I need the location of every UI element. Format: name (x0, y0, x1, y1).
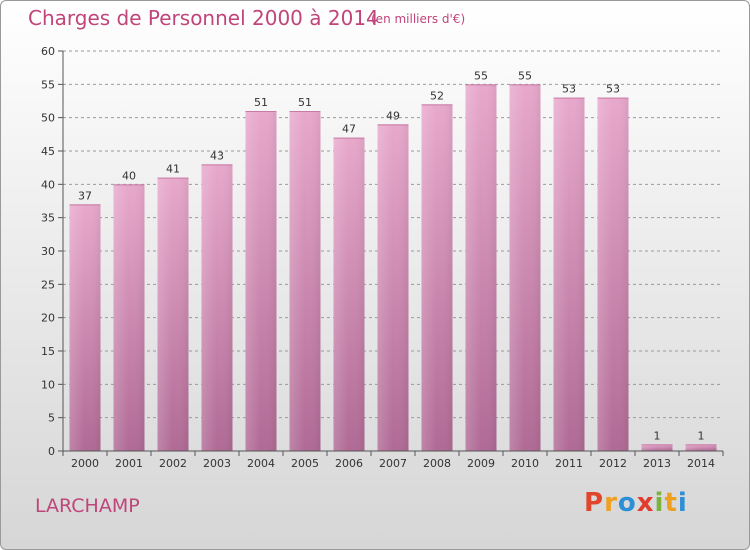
y-tick-label: 15 (41, 345, 55, 358)
y-tick-label: 10 (41, 378, 55, 391)
proxiti-logo: Proxiti (584, 488, 688, 518)
x-tick-label: 2003 (203, 457, 231, 470)
x-tick-label: 2011 (555, 457, 583, 470)
bar-shade (333, 137, 365, 451)
bar-shade (245, 111, 277, 451)
bar-shade (157, 177, 189, 451)
y-tick-label: 40 (41, 178, 55, 191)
x-tick-label: 2007 (379, 457, 407, 470)
y-tick-label: 20 (41, 312, 55, 325)
bar-shade (289, 111, 321, 451)
bar-value-label: 55 (518, 69, 532, 82)
x-tick-label: 2010 (511, 457, 539, 470)
bar-shade (465, 84, 497, 451)
bar-value-label: 49 (386, 109, 400, 122)
bar-shade (685, 444, 717, 451)
x-tick-label: 2013 (643, 457, 671, 470)
bar-shade (641, 444, 673, 451)
logo-letter: t (664, 488, 678, 518)
y-tick-label: 30 (41, 245, 55, 258)
bar-shade (509, 84, 541, 451)
bar-value-label: 55 (474, 69, 488, 82)
bar-value-label: 41 (166, 163, 180, 176)
x-tick-label: 2008 (423, 457, 451, 470)
logo-letter: o (617, 488, 637, 518)
x-tick-label: 2004 (247, 457, 275, 470)
bar-shade (553, 97, 585, 452)
x-tick-label: 2005 (291, 457, 319, 470)
logo-letter: P (584, 488, 605, 518)
bar-value-label: 1 (698, 429, 705, 442)
bar-value-label: 53 (606, 83, 620, 96)
bar-value-label: 53 (562, 83, 576, 96)
y-tick-label: 55 (41, 78, 55, 91)
x-tick-label: 2000 (71, 457, 99, 470)
bar-value-label: 40 (122, 169, 136, 182)
chart-subtitle: (en milliers d'€) (371, 12, 466, 26)
bar-shade (113, 184, 145, 452)
logo-letter: x (636, 488, 655, 518)
logo-letter: i (677, 488, 688, 518)
bar-value-label: 37 (78, 189, 92, 202)
x-tick-label: 2002 (159, 457, 187, 470)
bar-shade (421, 104, 453, 451)
bar-shade (69, 204, 101, 451)
bar-shade (597, 97, 629, 452)
y-tick-label: 35 (41, 212, 55, 225)
x-tick-label: 2001 (115, 457, 143, 470)
bar-shade (377, 124, 409, 451)
x-tick-label: 2009 (467, 457, 495, 470)
bar-value-label: 47 (342, 123, 356, 136)
y-tick-label: 45 (41, 145, 55, 158)
logo-letter: r (604, 488, 618, 518)
bar-value-label: 43 (210, 149, 224, 162)
y-tick-label: 60 (41, 45, 55, 58)
x-tick-label: 2014 (687, 457, 715, 470)
bar-value-label: 1 (654, 429, 661, 442)
bar-value-label: 51 (298, 96, 312, 109)
y-tick-label: 50 (41, 112, 55, 125)
place-name: LARCHAMP (35, 495, 140, 517)
y-tick-label: 0 (48, 445, 55, 458)
chart-title: Charges de Personnel 2000 à 2014 (28, 6, 379, 30)
x-tick-label: 2012 (599, 457, 627, 470)
y-tick-label: 5 (48, 412, 55, 425)
bar-value-label: 52 (430, 89, 444, 102)
y-tick-label: 25 (41, 278, 55, 291)
logo-letter: i (654, 488, 665, 518)
x-tick-label: 2006 (335, 457, 363, 470)
bar-value-label: 51 (254, 96, 268, 109)
bar-shade (201, 164, 233, 452)
